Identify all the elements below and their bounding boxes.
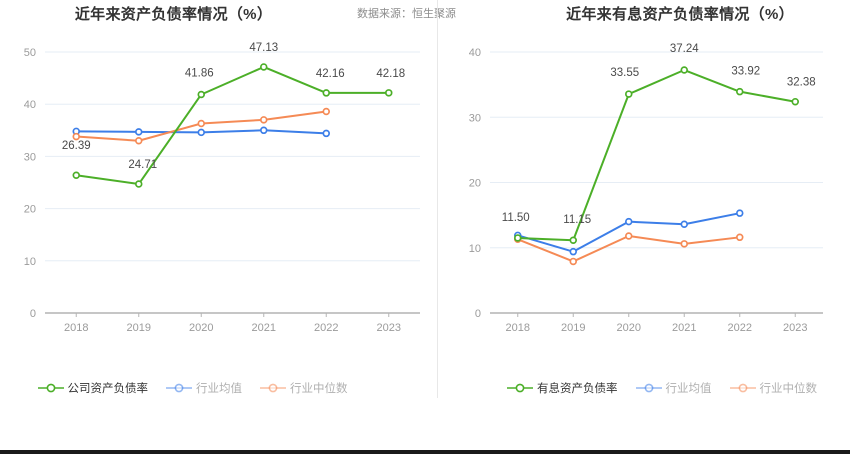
x-axis-tick-label: 2023 [377,322,401,334]
legend-item[interactable]: 行业中位数 [260,380,348,396]
data-point-marker[interactable] [197,119,206,128]
x-axis-tick-label: 2022 [314,322,338,334]
legend-item[interactable]: 公司资产负债率 [37,380,149,396]
data-point-marker[interactable] [736,87,744,96]
data-point-marker[interactable] [197,90,206,99]
legend-item[interactable]: 行业中位数 [729,380,818,396]
data-point-label: 11.15 [563,214,591,226]
legend-label: 行业中位数 [759,383,818,395]
right-chart-plot: 0 10 20 30 40 2018 2019 2020 2021 2022 2023 11.50 11… [438,30,850,340]
data-point-marker[interactable] [260,63,268,71]
legend-label: 行业中位数 [290,383,348,395]
y-axis-tick-label: 0 [475,308,481,320]
x-axis-tick-label: 2019 [127,322,151,334]
legend-label: 公司资产负债率 [67,383,149,395]
data-point-label: 33.55 [610,67,639,79]
y-axis-tick-label: 20 [469,178,481,190]
data-point-marker[interactable] [322,107,331,116]
data-point-label: 37.24 [670,43,699,55]
data-point-marker[interactable] [569,236,578,244]
left-chart-svg: 0 10 20 30 40 50 2018 2019 2020 2021 2022 2023 26.39… [24,42,420,334]
x-axis-tick-label: 2019 [561,322,585,334]
x-axis-tick-label: 2018 [64,322,88,334]
legend-label: 有息资产负债率 [537,383,618,395]
y-axis-tick-label: 10 [24,256,36,268]
x-axis-tick-label: 2020 [617,322,641,334]
data-point-marker[interactable] [736,233,744,242]
data-point-marker[interactable] [135,180,143,188]
legend-line-marker-icon [729,383,756,393]
data-point-marker[interactable] [680,220,689,229]
x-axis-tick-label: 2023 [783,322,807,334]
left-chart-plot: 0 10 20 30 40 50 2018 2019 2020 2021 2022 2023 26.39… [0,30,437,340]
asset-liability-ratio-panel: 近年来资产负债率情况（%） 0 10 20 30 40 50 2018 2019 2020 202… [0,0,437,418]
interest-bearing-ratio-panel: 近年来有息资产负债率情况（%） 0 10 20 30 40 2018 2019 2020 202… [438,0,850,418]
legend-line-marker-icon [166,383,192,393]
legend-line-marker-icon [507,383,533,393]
data-point-label: 24.71 [128,159,157,171]
data-point-marker[interactable] [513,234,522,242]
right-chart-legend: 有息资产负债率 行业均值 行业中位数 [456,380,850,396]
y-axis-tick-label: 30 [469,112,481,124]
y-axis-tick-label: 20 [24,204,36,216]
series-line [75,65,390,186]
y-axis-tick-label: 30 [24,151,36,163]
legend-label: 行业均值 [665,383,712,395]
y-axis-tick-label: 40 [24,99,36,111]
data-point-marker[interactable] [680,66,689,74]
legend-line-marker-icon [37,383,64,393]
legend-item[interactable]: 有息资产负债率 [507,380,618,396]
left-chart-title: 近年来资产负债率情况（%） [74,6,273,23]
data-point-label: 32.38 [787,77,816,89]
data-point-marker[interactable] [260,116,268,124]
data-point-label: 11.50 [502,212,530,224]
y-axis-tick-label: 40 [469,47,481,59]
x-axis-tick-label: 2020 [189,322,213,334]
data-point-marker[interactable] [135,128,143,136]
data-point-marker[interactable] [260,126,268,135]
y-axis-tick-label: 10 [469,243,481,255]
data-point-marker[interactable] [569,247,578,256]
y-axis-tick-label: 50 [24,47,36,59]
left-chart-legend: 公司资产负债率 行业均值 行业中位数 [0,380,411,396]
data-point-marker[interactable] [72,132,80,141]
data-point-marker[interactable] [197,128,206,137]
data-point-marker[interactable] [791,97,800,106]
legend-item[interactable]: 行业均值 [166,380,242,396]
series-line [516,69,797,242]
x-axis-tick-label: 2018 [506,322,530,334]
data-point-marker[interactable] [736,209,744,217]
bottom-bar [0,450,850,454]
x-axis-tick-label: 2021 [252,322,276,334]
data-point-label: 42.16 [316,68,345,80]
y-axis-tick-label: 0 [30,308,36,320]
right-chart-svg: 0 10 20 30 40 2018 2019 2020 2021 2022 2023 11.50 11… [469,43,823,334]
data-point-label: 41.86 [185,67,214,79]
data-point-label: 26.39 [62,140,91,152]
legend-item[interactable]: 行业均值 [635,380,712,396]
data-point-marker[interactable] [385,89,393,97]
data-point-label: 47.13 [249,42,278,54]
legend-label: 行业均值 [196,383,242,395]
data-point-marker[interactable] [680,240,689,248]
x-axis-tick-label: 2021 [672,322,696,334]
data-point-marker[interactable] [322,129,331,138]
data-point-label: 33.92 [731,66,760,78]
legend-line-marker-icon [260,383,286,393]
right-chart-title: 近年来有息资产负债率情况（%） [566,6,794,23]
data-point-marker[interactable] [322,89,331,97]
data-point-marker[interactable] [625,232,633,240]
panel-divider [437,0,438,398]
data-point-marker[interactable] [135,136,143,145]
data-point-marker[interactable] [72,171,80,179]
data-point-marker[interactable] [625,90,633,98]
x-axis-tick-label: 2022 [728,322,752,334]
data-point-marker[interactable] [625,217,633,226]
legend-line-marker-icon [635,383,662,393]
data-point-label: 42.18 [376,68,405,80]
data-point-marker[interactable] [569,257,578,266]
data-source-note: 数据来源：恒生聚源 [357,8,456,20]
